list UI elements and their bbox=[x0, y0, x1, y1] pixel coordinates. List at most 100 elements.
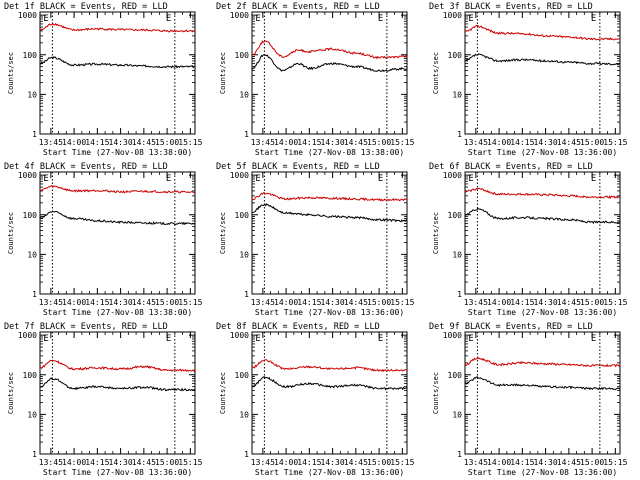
x-tick-label: 13:45 bbox=[39, 458, 63, 467]
y-tick-label: 1 bbox=[457, 130, 462, 139]
y-tick-label: 1000 bbox=[443, 11, 462, 20]
x-tick-label: 14:30 bbox=[109, 138, 133, 147]
y-tick-label: 10 bbox=[27, 90, 37, 99]
y-tick-label: 1 bbox=[457, 290, 462, 299]
y-tick-label: 1000 bbox=[230, 331, 249, 340]
plot-frame bbox=[251, 11, 408, 135]
y-tick-label: 10 bbox=[452, 90, 462, 99]
y-axis-label: Counts/sec bbox=[432, 372, 440, 414]
y-tick-label: 1000 bbox=[443, 171, 462, 180]
x-tick-label: 14:00 bbox=[62, 298, 86, 307]
y-axis-label: Counts/sec bbox=[219, 52, 227, 94]
y-tick-label: 100 bbox=[23, 211, 38, 220]
y-tick-label: 10 bbox=[239, 250, 249, 259]
y-tick-label: 10 bbox=[27, 250, 37, 259]
plot-title: Det 9f BLACK = Events, RED = LLD bbox=[429, 322, 593, 332]
plot-title: Det 3f BLACK = Events, RED = LLD bbox=[429, 2, 593, 12]
x-tick-label: 15:00 bbox=[367, 138, 391, 147]
x-tick-label: 15:00 bbox=[155, 298, 179, 307]
plot-title: Det 4f BLACK = Events, RED = LLD bbox=[4, 162, 168, 172]
series-line-events bbox=[465, 53, 621, 66]
y-tick-label: 1 bbox=[244, 130, 249, 139]
x-tick-label: 14:00 bbox=[487, 138, 511, 147]
x-tick-label: 14:45 bbox=[344, 458, 368, 467]
x-tick-label: 14:45 bbox=[344, 138, 368, 147]
y-axis-label: Counts/sec bbox=[219, 372, 227, 414]
x-tick-label: 14:45 bbox=[132, 458, 156, 467]
series-line-events bbox=[251, 203, 408, 223]
y-tick-label: 1 bbox=[244, 450, 249, 459]
y-axis-label: Counts/sec bbox=[219, 212, 227, 254]
x-tick-label: 14:30 bbox=[109, 298, 133, 307]
plot-frame bbox=[464, 331, 621, 455]
x-tick-label: 15:15 bbox=[390, 458, 414, 467]
x-axis-label: Start Time (27-Nov-08 13:36:00) bbox=[43, 468, 192, 477]
x-axis-label: Start Time (27-Nov-08 13:38:00) bbox=[255, 148, 404, 157]
x-tick-label: 15:15 bbox=[390, 138, 414, 147]
event-marker-label: E bbox=[468, 14, 473, 24]
x-tick-label: 14:45 bbox=[132, 138, 156, 147]
y-tick-label: 100 bbox=[448, 211, 463, 220]
x-tick-label: 15:00 bbox=[367, 298, 391, 307]
event-marker-label: E bbox=[255, 174, 260, 184]
y-tick-label: 1 bbox=[32, 130, 37, 139]
x-tick-label: 14:30 bbox=[321, 458, 345, 467]
event-marker-label: E bbox=[166, 14, 171, 24]
event-marker-label: E bbox=[468, 334, 473, 344]
y-axis-label: Counts/sec bbox=[432, 52, 440, 94]
x-tick-label: 13:45 bbox=[39, 298, 63, 307]
y-tick-label: 100 bbox=[448, 51, 463, 60]
x-tick-label: 15:15 bbox=[390, 298, 414, 307]
x-tick-label: 15:00 bbox=[580, 138, 604, 147]
plot-frame bbox=[251, 171, 408, 295]
x-tick-label: 14:15 bbox=[297, 458, 321, 467]
x-tick-label: 15:00 bbox=[580, 298, 604, 307]
plot-frame bbox=[464, 171, 621, 295]
x-tick-label: 14:45 bbox=[132, 298, 156, 307]
y-tick-label: 10 bbox=[452, 410, 462, 419]
x-tick-label: 13:45 bbox=[464, 298, 488, 307]
x-tick-label: 13:45 bbox=[464, 458, 488, 467]
event-marker-label: E bbox=[378, 334, 383, 344]
x-tick-label: 13:45 bbox=[464, 138, 488, 147]
event-marker-label: E bbox=[591, 334, 596, 344]
x-tick-label: 15:15 bbox=[603, 138, 627, 147]
event-marker-label: E bbox=[43, 14, 48, 24]
event-marker-label: E bbox=[378, 14, 383, 24]
event-marker-label: E bbox=[255, 334, 260, 344]
y-tick-label: 10 bbox=[239, 90, 249, 99]
y-tick-label: 1000 bbox=[18, 171, 37, 180]
plot-title: Det 6f BLACK = Events, RED = LLD bbox=[429, 162, 593, 172]
x-tick-label: 14:30 bbox=[321, 298, 345, 307]
x-tick-label: 13:45 bbox=[39, 138, 63, 147]
event-marker-label: E bbox=[43, 334, 48, 344]
x-tick-label: 14:15 bbox=[510, 138, 534, 147]
x-tick-label: 14:15 bbox=[85, 138, 109, 147]
x-tick-label: 15:15 bbox=[178, 458, 202, 467]
x-tick-label: 14:00 bbox=[487, 458, 511, 467]
x-tick-label: 14:15 bbox=[297, 298, 321, 307]
x-axis-label: Start Time (27-Nov-08 13:36:00) bbox=[255, 468, 404, 477]
y-tick-label: 100 bbox=[235, 51, 250, 60]
plot-title: Det 1f BLACK = Events, RED = LLD bbox=[4, 2, 168, 12]
y-tick-label: 1 bbox=[244, 290, 249, 299]
series-line-events bbox=[39, 56, 196, 69]
y-tick-label: 1000 bbox=[230, 11, 249, 20]
y-axis-label: Counts/sec bbox=[7, 212, 15, 254]
x-axis-label: Start Time (27-Nov-08 13:38:00) bbox=[43, 308, 192, 317]
series-line-events bbox=[39, 377, 196, 392]
series-line-lld bbox=[251, 192, 408, 202]
event-marker-label: E bbox=[166, 174, 171, 184]
y-tick-label: 10 bbox=[452, 250, 462, 259]
y-tick-label: 10 bbox=[27, 410, 37, 419]
x-tick-label: 14:00 bbox=[274, 138, 298, 147]
y-tick-label: 1 bbox=[32, 290, 37, 299]
x-tick-label: 14:30 bbox=[534, 458, 558, 467]
y-axis-label: Counts/sec bbox=[432, 212, 440, 254]
x-axis-label: Start Time (27-Nov-08 13:36:00) bbox=[468, 468, 617, 477]
plot-frame bbox=[39, 331, 196, 455]
x-tick-label: 15:15 bbox=[178, 138, 202, 147]
x-tick-label: 14:00 bbox=[62, 138, 86, 147]
plot-frame bbox=[464, 11, 621, 135]
x-tick-label: 14:00 bbox=[487, 298, 511, 307]
